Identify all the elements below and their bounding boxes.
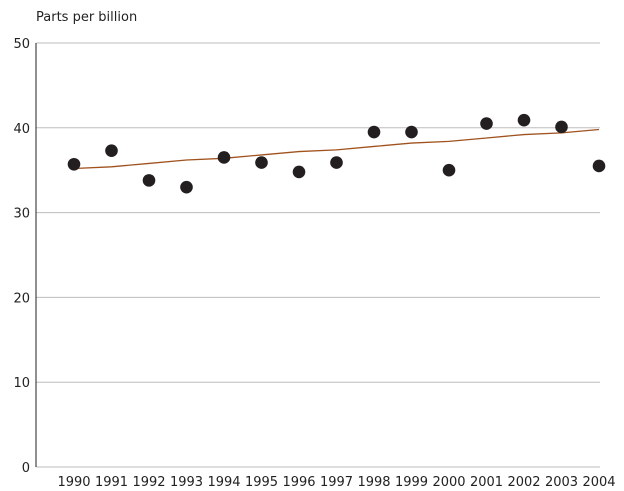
data-point xyxy=(480,117,493,130)
x-tick-labels: 1990 1991 1992 1993 1994 1995 1996 1997 1998 1999… xyxy=(57,475,615,490)
data-point xyxy=(555,120,568,134)
x-tick-label: 1990 xyxy=(57,475,90,490)
y-tick-label: 50 xyxy=(13,37,30,52)
data-point xyxy=(442,163,456,177)
data-points xyxy=(67,113,606,194)
data-point xyxy=(255,156,268,169)
data-point xyxy=(592,159,606,173)
y-tick-label: 30 xyxy=(13,207,30,222)
data-point xyxy=(217,151,231,164)
y-tick-label: 20 xyxy=(13,291,30,306)
x-tick-label: 2002 xyxy=(507,475,540,490)
y-tick-label: 10 xyxy=(13,376,30,391)
x-tick-label: 1991 xyxy=(95,475,128,490)
data-point xyxy=(405,125,418,139)
y-tick-labels: 0 10 20 30 40 50 xyxy=(13,37,30,476)
y-axis-label: Parts per billion xyxy=(36,10,137,25)
data-point xyxy=(180,180,193,194)
data-point xyxy=(67,157,81,171)
y-tick-label: 0 xyxy=(22,461,30,476)
x-tick-label: 1998 xyxy=(357,475,390,490)
data-point xyxy=(105,144,118,157)
x-tick-label: 2004 xyxy=(582,475,615,490)
x-tick-label: 1997 xyxy=(320,475,353,490)
data-point xyxy=(292,165,306,179)
x-tick-label: 1996 xyxy=(282,475,315,490)
y-tick-label: 40 xyxy=(13,122,30,137)
x-tick-label: 2003 xyxy=(545,475,578,490)
trend-line xyxy=(73,128,600,170)
x-tick-label: 2001 xyxy=(470,475,503,490)
x-tick-label: 1995 xyxy=(245,475,278,490)
x-tick-label: 1992 xyxy=(132,475,165,490)
x-tick-label: 1999 xyxy=(395,475,428,490)
data-point xyxy=(142,174,156,187)
grid xyxy=(36,42,600,468)
x-tick-label: 1994 xyxy=(207,475,240,490)
x-tick-label: 1993 xyxy=(170,475,203,490)
data-point xyxy=(517,113,531,127)
x-tick-label: 2000 xyxy=(432,475,465,490)
data-point xyxy=(330,156,343,169)
data-point xyxy=(367,125,381,139)
